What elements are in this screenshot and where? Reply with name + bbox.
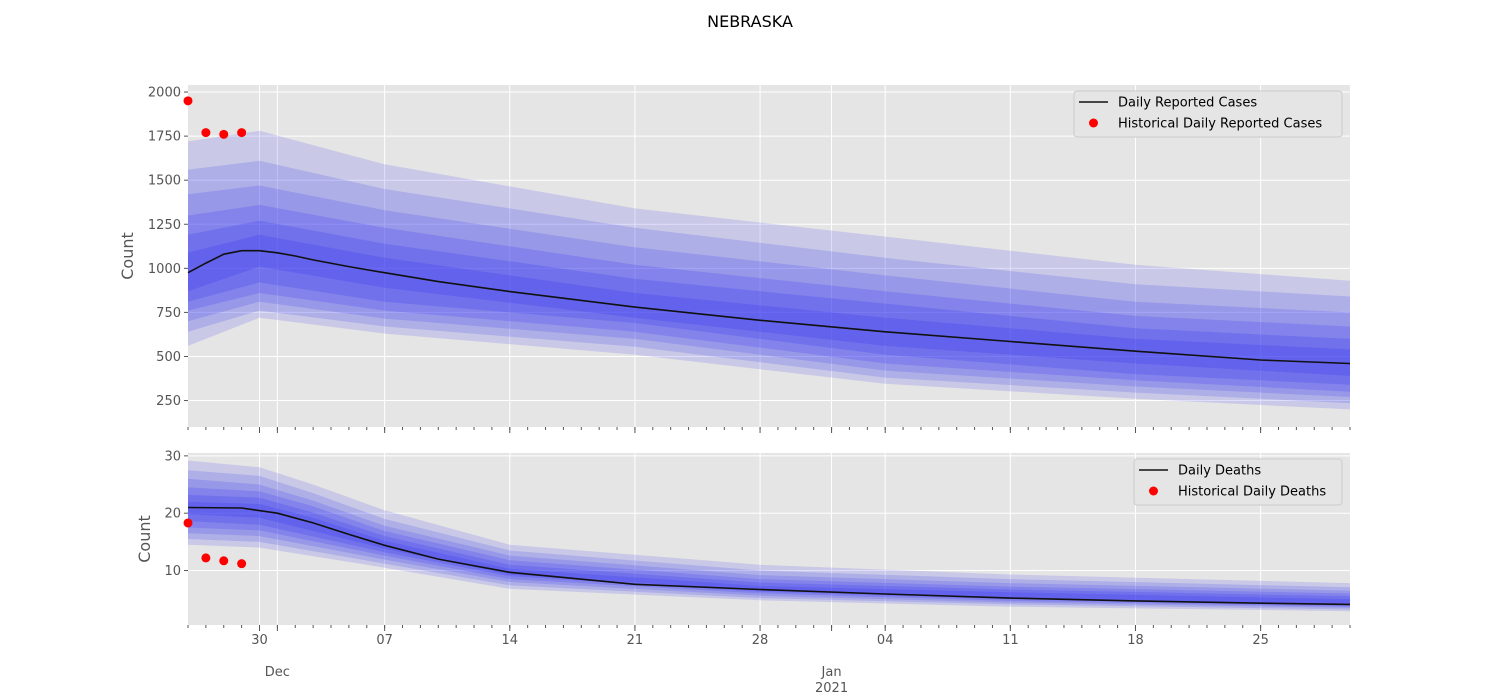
uncertainty-band bbox=[188, 501, 1350, 605]
y-tick-label: 20 bbox=[164, 507, 181, 522]
uncertainty-band bbox=[188, 470, 1350, 610]
panel-1: 250 500 750 1000 1250 1500 1750 2000 Count Daily … bbox=[118, 85, 1351, 433]
y-axis-label: Count bbox=[118, 232, 137, 280]
median-line bbox=[187, 249, 1351, 365]
historical-point bbox=[201, 553, 211, 563]
legend-point-label: Historical Daily Deaths bbox=[1178, 485, 1326, 500]
y-axis-label: Count bbox=[135, 515, 154, 563]
y-tick-label: 500 bbox=[156, 350, 181, 365]
historical-point bbox=[183, 518, 193, 528]
y-tick-label: 1500 bbox=[148, 174, 181, 189]
plot-background bbox=[188, 85, 1350, 427]
x-tick-label: 07 bbox=[376, 633, 393, 648]
legend: Daily Reported Cases Historical Daily Rep… bbox=[1073, 90, 1343, 138]
uncertainty-band bbox=[188, 220, 1350, 385]
x-tick-label: 14 bbox=[502, 633, 519, 648]
x-year-label: 2021 bbox=[815, 681, 848, 696]
legend-box bbox=[1133, 458, 1343, 506]
legend-point-swatch bbox=[1089, 118, 1098, 128]
x-month-label: Jan bbox=[821, 665, 842, 680]
panels: 250 500 750 1000 1250 1500 1750 2000 Count Daily … bbox=[118, 85, 1351, 631]
legend: Daily Deaths Historical Daily Deaths bbox=[1133, 458, 1343, 506]
uncertainty-band bbox=[188, 478, 1350, 608]
legend-box bbox=[1073, 90, 1343, 138]
x-tick-label: 04 bbox=[877, 633, 894, 648]
y-tick-label: 30 bbox=[164, 449, 181, 464]
uncertainty-band bbox=[188, 234, 1350, 376]
uncertainty-band bbox=[188, 130, 1350, 410]
historical-point bbox=[201, 128, 211, 138]
legend-point-label: Historical Daily Reported Cases bbox=[1118, 117, 1322, 132]
uncertainty-band bbox=[188, 460, 1350, 612]
y-tick-label: 10 bbox=[164, 564, 181, 579]
y-tick-label: 750 bbox=[156, 306, 181, 321]
historical-point bbox=[219, 556, 229, 566]
legend-line-label: Daily Deaths bbox=[1178, 464, 1261, 479]
uncertainty-band bbox=[188, 160, 1350, 404]
x-tick-label: 18 bbox=[1127, 633, 1144, 648]
y-tick-label: 1250 bbox=[148, 218, 181, 233]
y-tick-label: 2000 bbox=[148, 86, 181, 101]
x-tick-label: 28 bbox=[752, 633, 769, 648]
x-tick-label: 11 bbox=[1002, 633, 1019, 648]
uncertainty-band bbox=[188, 185, 1350, 397]
median-line bbox=[187, 506, 1351, 606]
uncertainty-band bbox=[188, 494, 1350, 606]
x-tick-label: 21 bbox=[627, 633, 644, 648]
historical-point bbox=[237, 559, 247, 569]
x-tick-label: 25 bbox=[1252, 633, 1269, 648]
y-tick-label: 250 bbox=[156, 394, 181, 409]
y-tick-label: 1000 bbox=[148, 262, 181, 277]
historical-point bbox=[219, 129, 229, 139]
historical-point bbox=[237, 128, 247, 138]
legend-line-label: Daily Reported Cases bbox=[1118, 96, 1257, 111]
y-tick-label: 1750 bbox=[148, 130, 181, 145]
uncertainty-band bbox=[188, 487, 1350, 607]
legend-point-swatch bbox=[1149, 486, 1158, 496]
x-month-label: Dec bbox=[265, 665, 290, 680]
historical-point bbox=[183, 96, 193, 106]
figure-title: NEBRASKA bbox=[707, 12, 793, 31]
panel-2: 10 20 30 Count Daily Deaths Historical Daily … bbox=[135, 449, 1351, 631]
x-tick-label: 30 bbox=[251, 633, 268, 648]
